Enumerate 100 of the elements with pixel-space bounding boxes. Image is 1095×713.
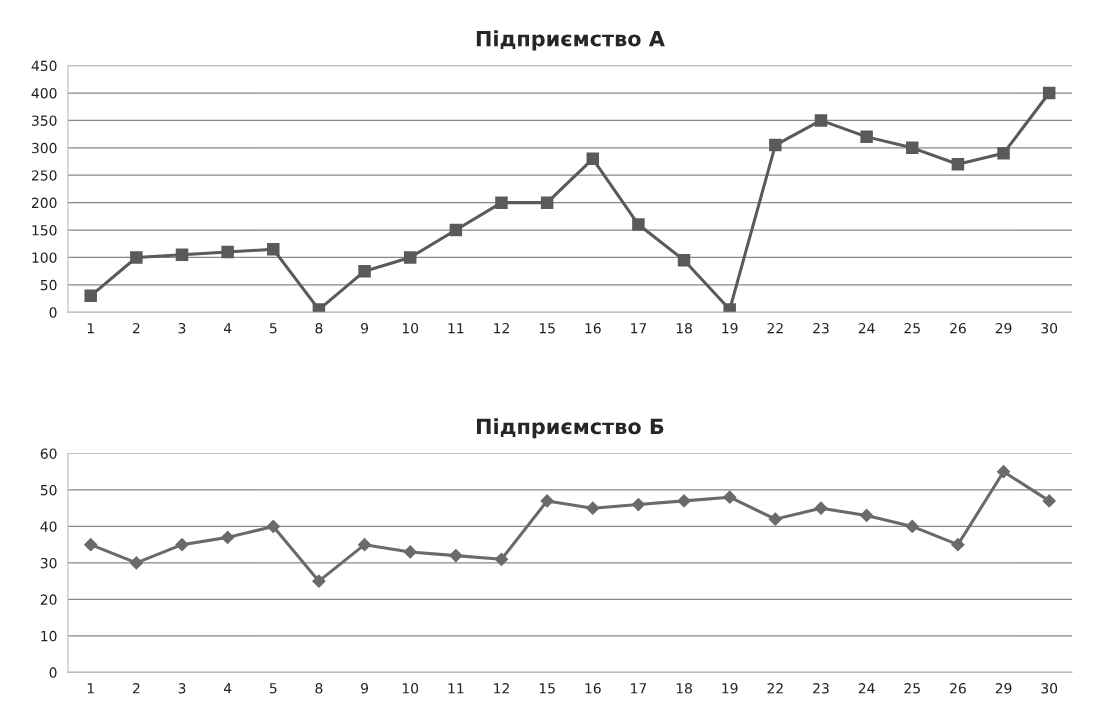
x-tick-label: 16 — [585, 322, 601, 334]
point — [130, 251, 143, 264]
point — [906, 141, 919, 155]
point — [540, 196, 554, 209]
x-tick-label: 23 — [813, 322, 829, 334]
point — [951, 537, 965, 552]
point — [448, 548, 463, 563]
point — [221, 245, 234, 259]
x-tick-label: 9 — [361, 322, 368, 334]
point — [769, 138, 782, 152]
y-tick-label: 60 — [40, 448, 57, 459]
point — [312, 303, 326, 313]
point — [220, 530, 235, 545]
x-tick-label: 15 — [539, 683, 555, 694]
x-tick-label: 25 — [904, 683, 920, 694]
point — [996, 464, 1011, 479]
y-tick-label: 10 — [41, 630, 57, 642]
x-tick-label: 8 — [315, 322, 323, 334]
x-tick-label: 10 — [402, 322, 419, 334]
x-tick-label: 26 — [950, 683, 966, 694]
x-tick-label: 3 — [178, 683, 186, 694]
x-tick-label: 10 — [402, 683, 419, 694]
x-tick-label: 22 — [767, 683, 783, 694]
y-tick-label: 150 — [32, 225, 57, 236]
point — [495, 196, 508, 209]
point — [585, 501, 600, 516]
y-tick-label: 250 — [31, 170, 57, 181]
x-tick-label: 23 — [813, 683, 829, 694]
x-tick-label: 9 — [361, 683, 368, 694]
point — [403, 545, 418, 559]
y-tick-label: 350 — [32, 115, 57, 126]
x-tick-label: 4 — [223, 323, 232, 334]
y-tick-label: 40 — [40, 521, 57, 532]
x-tick-label: 18 — [676, 322, 692, 334]
y-tick-label: 450 — [31, 60, 57, 72]
point — [905, 519, 920, 534]
point — [677, 253, 691, 267]
x-tick-label: 2 — [132, 683, 140, 694]
point — [814, 114, 828, 127]
x-tick-label: 5 — [269, 683, 277, 694]
x-tick-label: 19 — [722, 322, 738, 334]
x-tick-label: 19 — [722, 683, 738, 694]
point — [677, 494, 691, 508]
x-tick-label: 17 — [631, 683, 647, 694]
point — [951, 158, 965, 171]
y-tick-label: 50 — [40, 279, 57, 291]
point — [768, 512, 783, 527]
point — [494, 552, 509, 567]
x-tick-label: 29 — [995, 683, 1012, 694]
point — [175, 248, 189, 261]
x-tick-label: 16 — [585, 683, 601, 694]
x-tick-label: 30 — [1041, 683, 1058, 694]
point — [1042, 86, 1056, 100]
point — [632, 218, 645, 231]
point — [540, 494, 554, 508]
point — [129, 556, 144, 570]
x-tick-label: 2 — [132, 322, 140, 334]
x-tick-label: 12 — [494, 322, 509, 334]
y-tick-label: 0 — [49, 667, 57, 678]
y-tick-label: 20 — [40, 594, 57, 605]
x-tick-label: 5 — [269, 323, 277, 334]
point — [997, 147, 1010, 160]
point — [814, 501, 828, 516]
y-tick-label: 50 — [40, 484, 57, 496]
y-tick-label: 300 — [32, 142, 57, 154]
x-tick-label: 24 — [858, 683, 875, 694]
y-tick-label: 0 — [49, 307, 57, 318]
x-tick-label: 30 — [1041, 322, 1058, 334]
x-tick-label: 18 — [676, 683, 692, 694]
x-tick-label: 22 — [767, 322, 783, 334]
x-tick-label: 1 — [87, 323, 94, 334]
point — [267, 243, 280, 256]
x-tick-label: 17 — [631, 323, 647, 334]
x-tick-label: 11 — [448, 683, 464, 694]
x-tick-label: 11 — [448, 323, 464, 334]
x-tick-label: 12 — [494, 683, 509, 694]
y-tick-label: 100 — [32, 252, 57, 263]
point — [312, 574, 326, 589]
y-tick-label: 400 — [31, 87, 57, 99]
x-tick-label: 4 — [223, 683, 232, 694]
y-tick-label: 30 — [40, 557, 57, 569]
point — [859, 508, 874, 523]
x-tick-label: 25 — [904, 322, 920, 334]
point — [449, 223, 463, 237]
x-tick-label: 1 — [87, 683, 94, 694]
chart-title: Підприємство А — [476, 30, 665, 51]
point — [83, 537, 98, 552]
x-tick-label: 8 — [315, 683, 323, 694]
x-tick-label: 26 — [950, 322, 966, 334]
x-tick-label: 29 — [995, 322, 1012, 334]
chart-title: Підприємство Б — [476, 418, 664, 439]
x-tick-label: 15 — [539, 323, 555, 334]
point — [723, 303, 736, 313]
point — [722, 490, 737, 505]
y-tick-label: 200 — [31, 197, 57, 209]
point — [266, 519, 281, 534]
point — [631, 497, 646, 512]
point — [860, 130, 873, 144]
point — [358, 264, 371, 278]
point — [84, 289, 97, 303]
